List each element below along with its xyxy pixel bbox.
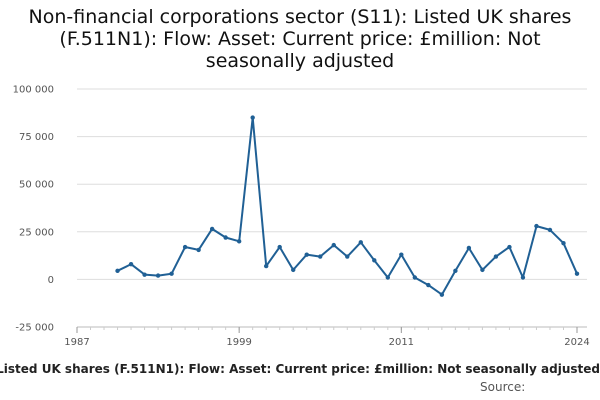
data-point[interactable] bbox=[115, 268, 120, 274]
y-tick-label: 0 bbox=[48, 275, 54, 286]
data-point[interactable] bbox=[385, 275, 391, 280]
data-point[interactable] bbox=[426, 282, 431, 288]
data-point[interactable] bbox=[480, 267, 485, 273]
y-tick-label: 50 000 bbox=[19, 180, 54, 191]
y-tick-label: 100 000 bbox=[13, 85, 54, 96]
data-point[interactable] bbox=[209, 226, 215, 232]
data-point[interactable] bbox=[561, 241, 566, 246]
data-point[interactable] bbox=[331, 242, 336, 248]
data-point[interactable] bbox=[493, 254, 499, 259]
x-tick-label: 2011 bbox=[389, 337, 414, 348]
x-tick-label: 1999 bbox=[226, 337, 251, 348]
source-caption: Source: bbox=[480, 380, 526, 394]
series-caption: Non-financial corporations sector (S11):… bbox=[0, 362, 600, 376]
chart-title: Non-financial corporations sector (S11):… bbox=[28, 6, 572, 72]
data-point[interactable] bbox=[142, 272, 147, 277]
data-point[interactable] bbox=[358, 240, 363, 245]
data-point[interactable] bbox=[291, 267, 296, 273]
y-tick-label: 75 000 bbox=[19, 132, 54, 143]
y-tick-label: -25 000 bbox=[15, 323, 54, 334]
data-point[interactable] bbox=[182, 244, 188, 250]
data-point[interactable] bbox=[318, 254, 323, 259]
data-point[interactable] bbox=[534, 223, 539, 229]
data-point[interactable] bbox=[196, 247, 201, 253]
data-point[interactable] bbox=[439, 292, 445, 297]
data-point[interactable] bbox=[345, 254, 350, 259]
data-point[interactable] bbox=[453, 268, 458, 274]
data-point[interactable] bbox=[277, 244, 282, 250]
series-line bbox=[117, 116, 578, 296]
data-point[interactable] bbox=[304, 252, 309, 257]
data-point[interactable] bbox=[399, 252, 404, 257]
data-point[interactable] bbox=[507, 244, 512, 250]
data-point[interactable] bbox=[520, 275, 526, 280]
data-point[interactable] bbox=[412, 275, 418, 280]
x-axis: 1987 1999 2011 2024 bbox=[64, 326, 590, 348]
data-point[interactable] bbox=[574, 271, 580, 276]
data-point[interactable] bbox=[547, 227, 553, 233]
y-tick-label: 25 000 bbox=[19, 227, 54, 238]
data-point[interactable] bbox=[263, 263, 269, 269]
data-point[interactable] bbox=[466, 245, 472, 251]
data-point[interactable] bbox=[236, 239, 242, 244]
data-point[interactable] bbox=[223, 235, 228, 240]
series-layer bbox=[115, 115, 580, 297]
x-tick-label: 1987 bbox=[64, 337, 89, 348]
y-axis: -25 000 0 25 000 50 000 75 000 100 000 bbox=[13, 85, 54, 334]
data-point[interactable] bbox=[250, 115, 255, 120]
data-point[interactable] bbox=[372, 258, 377, 263]
data-point[interactable] bbox=[169, 271, 174, 276]
x-tick-label: 2024 bbox=[564, 337, 589, 348]
data-point[interactable] bbox=[155, 273, 161, 278]
series-caption-text: Non-financial corporations sector (S11):… bbox=[0, 362, 600, 376]
gridlines bbox=[77, 88, 587, 328]
data-point[interactable] bbox=[128, 261, 134, 267]
